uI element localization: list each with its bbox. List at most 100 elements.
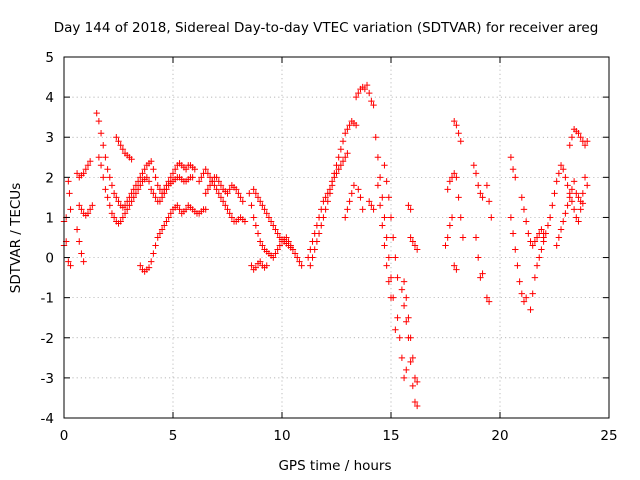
data-point xyxy=(573,190,580,197)
data-point xyxy=(141,166,148,173)
series-arc-2 xyxy=(60,218,74,269)
data-point xyxy=(542,230,549,237)
data-point xyxy=(126,202,133,209)
data-point xyxy=(311,246,318,253)
data-point xyxy=(128,198,135,205)
y-axis-label: SDTVAR / TECUs xyxy=(8,183,24,293)
series-arc-35 xyxy=(470,162,486,201)
series-arc-16 xyxy=(307,150,351,269)
x-tick-label: 15 xyxy=(382,428,399,444)
data-point xyxy=(322,194,329,201)
data-point xyxy=(568,198,576,205)
data-point xyxy=(562,210,569,217)
data-point xyxy=(324,198,331,205)
data-point xyxy=(97,162,105,169)
data-point xyxy=(549,202,556,209)
data-point xyxy=(315,230,323,237)
data-point xyxy=(257,258,264,265)
data-point xyxy=(217,182,225,189)
data-point xyxy=(560,218,567,225)
y-tick-label: 2 xyxy=(45,170,54,186)
series-arc-42 xyxy=(527,238,547,313)
series-arc-4 xyxy=(76,202,96,219)
data-point xyxy=(453,121,460,129)
data-point xyxy=(570,206,578,213)
data-point xyxy=(507,154,515,161)
data-point xyxy=(444,234,451,241)
data-point xyxy=(566,194,573,201)
data-point xyxy=(163,218,170,225)
series-arc-31 xyxy=(444,170,458,193)
axis-ticks xyxy=(63,56,610,419)
data-point xyxy=(352,93,360,101)
data-point xyxy=(531,238,539,245)
data-point xyxy=(575,194,582,201)
data-point xyxy=(407,358,414,366)
data-point xyxy=(533,234,541,241)
data-point xyxy=(239,198,246,205)
data-point xyxy=(191,166,198,173)
data-point xyxy=(143,174,151,181)
data-point xyxy=(84,210,92,217)
data-point xyxy=(108,210,116,217)
data-point xyxy=(272,250,279,257)
data-point xyxy=(453,174,460,181)
data-point xyxy=(102,154,109,161)
data-point xyxy=(339,138,347,145)
data-point xyxy=(335,154,342,161)
data-point xyxy=(233,186,240,193)
data-marks xyxy=(60,81,591,410)
data-point xyxy=(577,134,584,141)
data-point xyxy=(106,174,113,181)
data-point xyxy=(80,258,87,265)
data-point xyxy=(202,206,209,213)
data-point xyxy=(400,374,408,382)
data-point xyxy=(407,334,414,341)
data-point xyxy=(259,242,266,249)
data-point xyxy=(529,242,536,249)
data-point xyxy=(546,214,554,221)
data-point xyxy=(555,234,563,241)
data-point xyxy=(226,210,233,217)
data-point xyxy=(337,162,345,169)
data-point xyxy=(213,174,220,181)
data-point xyxy=(446,178,454,185)
data-point xyxy=(202,166,209,173)
data-point xyxy=(383,262,390,269)
data-point xyxy=(202,190,209,197)
data-point xyxy=(124,206,131,213)
data-point xyxy=(274,230,281,237)
data-point xyxy=(475,182,482,189)
data-point xyxy=(333,170,340,177)
data-point xyxy=(398,354,406,362)
data-point xyxy=(376,174,384,181)
data-point xyxy=(387,274,395,281)
data-point xyxy=(252,222,260,229)
data-point xyxy=(113,134,120,141)
data-point xyxy=(564,202,571,209)
series-arc-29 xyxy=(405,202,414,213)
series-arc-24 xyxy=(381,162,401,281)
series-arc-14 xyxy=(248,258,270,273)
data-point xyxy=(470,162,478,169)
data-point xyxy=(100,142,107,149)
data-point xyxy=(104,194,111,201)
x-tick-label: 10 xyxy=(273,428,290,444)
data-point xyxy=(584,182,591,189)
data-point xyxy=(346,198,353,205)
series-arc-26 xyxy=(398,286,421,410)
data-point xyxy=(405,314,412,321)
data-point xyxy=(176,206,183,213)
data-point xyxy=(455,194,462,201)
series-arc-33 xyxy=(453,174,467,241)
data-point xyxy=(322,206,329,213)
data-point xyxy=(584,138,591,145)
data-point xyxy=(411,398,419,406)
data-point xyxy=(451,117,458,125)
data-point xyxy=(106,202,113,209)
data-point xyxy=(154,182,161,189)
data-point xyxy=(298,262,305,269)
y-tick-label: 0 xyxy=(45,251,54,267)
data-point xyxy=(518,194,525,201)
data-point xyxy=(518,290,525,297)
